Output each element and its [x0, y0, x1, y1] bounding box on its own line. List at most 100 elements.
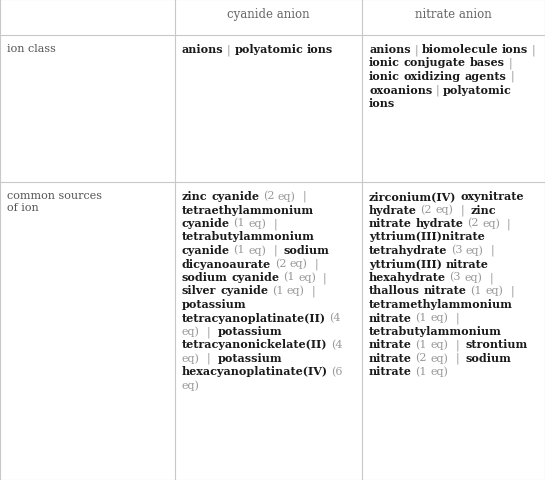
Text: (2: (2	[263, 191, 275, 201]
Text: polyatomic: polyatomic	[443, 84, 512, 96]
Text: (2: (2	[420, 204, 432, 215]
Text: nitrate: nitrate	[369, 352, 412, 363]
Text: ion class: ion class	[7, 44, 56, 54]
Text: |: |	[489, 271, 493, 283]
Text: nitrate: nitrate	[369, 339, 412, 350]
Text: (1: (1	[470, 285, 482, 295]
Text: sodium: sodium	[466, 352, 512, 363]
Text: cyanide anion: cyanide anion	[227, 8, 310, 21]
Text: (2: (2	[275, 258, 286, 268]
Text: cyanide: cyanide	[182, 244, 230, 255]
Text: |: |	[274, 217, 277, 229]
Text: nitrate: nitrate	[369, 312, 412, 323]
Text: |: |	[323, 271, 327, 283]
Text: yttrium(III): yttrium(III)	[369, 258, 442, 269]
Text: hexahydrate: hexahydrate	[369, 271, 446, 282]
Text: yttrium(III)nitrate: yttrium(III)nitrate	[369, 231, 485, 242]
Text: (1: (1	[415, 366, 427, 376]
Text: tetrabutylammonium: tetrabutylammonium	[182, 231, 315, 242]
Text: sodium: sodium	[284, 244, 330, 255]
Text: dicyanoaurate: dicyanoaurate	[182, 258, 271, 269]
Text: zirconium(IV): zirconium(IV)	[369, 191, 456, 202]
Text: |: |	[507, 217, 511, 229]
Text: eq): eq)	[182, 352, 200, 363]
Text: (4: (4	[331, 339, 342, 349]
Text: bases: bases	[470, 58, 505, 68]
Text: hydrate: hydrate	[369, 204, 417, 215]
Text: oxidizing: oxidizing	[404, 71, 461, 82]
Text: common sources
of ion: common sources of ion	[7, 191, 102, 212]
Text: tetramethylammonium: tetramethylammonium	[369, 299, 513, 309]
Text: eq): eq)	[466, 244, 484, 255]
Text: eq): eq)	[182, 325, 200, 336]
Text: ions: ions	[307, 44, 333, 55]
Text: eq): eq)	[182, 379, 200, 390]
Text: nitrate: nitrate	[424, 285, 467, 296]
Text: zinc: zinc	[471, 204, 496, 215]
Text: |: |	[207, 352, 210, 364]
Text: |: |	[274, 244, 277, 256]
Text: tetrabutylammonium: tetrabutylammonium	[369, 325, 502, 336]
Text: |: |	[455, 352, 459, 364]
Text: |: |	[303, 191, 306, 202]
Text: anions: anions	[369, 44, 410, 55]
Text: |: |	[531, 44, 535, 55]
Text: (4: (4	[330, 312, 341, 322]
Text: (2: (2	[467, 217, 479, 228]
Text: cyanide: cyanide	[211, 191, 259, 202]
Text: eq): eq)	[289, 258, 307, 268]
Text: tetracyanoplatinate(II): tetracyanoplatinate(II)	[182, 312, 326, 323]
Text: (1: (1	[272, 285, 283, 295]
Text: |: |	[455, 339, 459, 350]
Text: (1: (1	[233, 244, 245, 255]
Text: |: |	[227, 44, 231, 55]
Text: eq): eq)	[249, 217, 267, 228]
Text: eq): eq)	[482, 217, 500, 228]
Text: tetracyanonickelate(II): tetracyanonickelate(II)	[182, 339, 328, 350]
Text: |: |	[314, 258, 318, 269]
Text: silver: silver	[182, 285, 216, 296]
Text: potassium: potassium	[217, 325, 282, 336]
Text: |: |	[460, 204, 464, 216]
Text: thallous: thallous	[369, 285, 420, 296]
Text: nitrate anion: nitrate anion	[415, 8, 492, 21]
Text: oxynitrate: oxynitrate	[460, 191, 524, 202]
Text: eq): eq)	[278, 191, 296, 201]
Text: eq): eq)	[298, 271, 316, 282]
Text: eq): eq)	[287, 285, 305, 296]
Text: eq): eq)	[435, 204, 453, 215]
Text: cyanide: cyanide	[182, 217, 230, 228]
Text: eq): eq)	[431, 366, 448, 376]
Text: |: |	[490, 244, 494, 256]
Text: cyanide: cyanide	[220, 285, 268, 296]
Text: |: |	[207, 325, 210, 337]
Text: hexacyanoplatinate(IV): hexacyanoplatinate(IV)	[182, 366, 328, 377]
Text: eq): eq)	[249, 244, 267, 255]
Text: nitrate: nitrate	[369, 366, 412, 377]
Text: potassium: potassium	[217, 352, 282, 363]
Text: nitrate: nitrate	[446, 258, 489, 269]
Text: (1: (1	[415, 312, 427, 322]
Text: (3: (3	[450, 271, 461, 282]
Text: |: |	[510, 285, 514, 296]
Text: |: |	[508, 58, 512, 69]
Text: agents: agents	[465, 71, 507, 82]
Text: |: |	[414, 44, 418, 55]
Text: sodium: sodium	[182, 271, 228, 282]
Text: (1: (1	[283, 271, 295, 282]
Text: (1: (1	[415, 339, 427, 349]
Text: ions: ions	[369, 98, 395, 109]
Text: (3: (3	[451, 244, 462, 255]
Text: eq): eq)	[485, 285, 503, 296]
Text: |: |	[510, 71, 514, 83]
Text: strontium: strontium	[466, 339, 528, 350]
Text: (1: (1	[233, 217, 245, 228]
Text: nitrate: nitrate	[369, 217, 412, 228]
Text: hydrate: hydrate	[416, 217, 464, 228]
Text: anions: anions	[182, 44, 223, 55]
Text: (2: (2	[415, 352, 427, 362]
Text: |: |	[436, 84, 439, 96]
Text: polyatomic: polyatomic	[234, 44, 303, 55]
Text: zinc: zinc	[182, 191, 208, 202]
Text: biomolecule: biomolecule	[421, 44, 498, 55]
